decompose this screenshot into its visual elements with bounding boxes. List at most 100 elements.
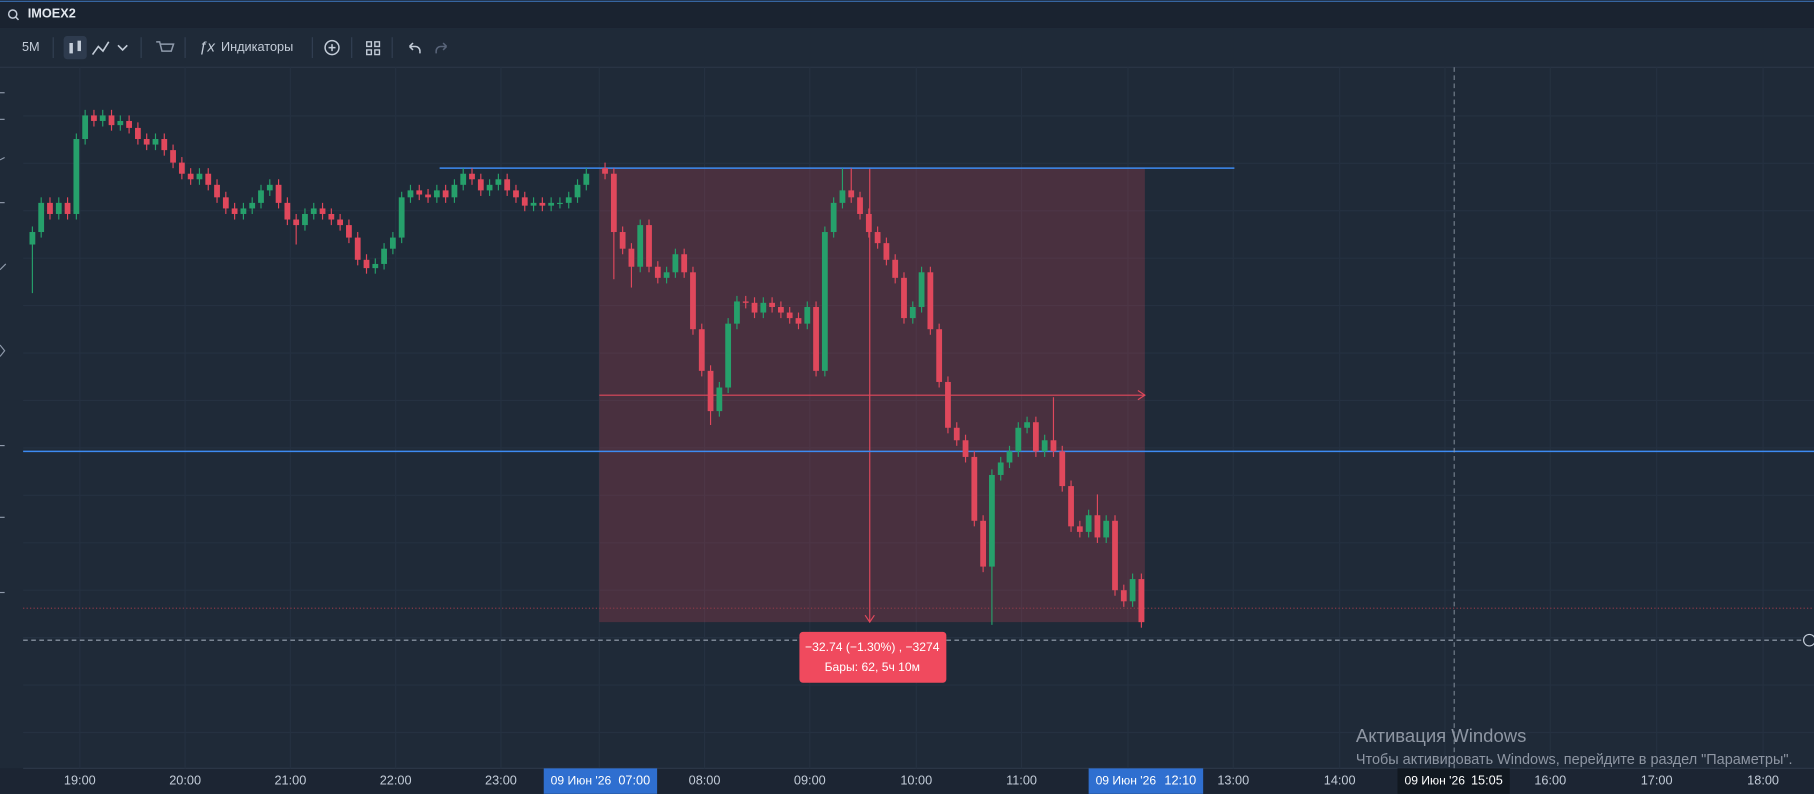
candle-body [442, 190, 449, 198]
time-label: 10:00 [900, 772, 932, 787]
candle-body [126, 120, 133, 128]
time-tag-date: 09 Июн '26 [551, 773, 612, 787]
candle-body [346, 225, 352, 238]
candle-body [161, 139, 168, 151]
interval-button[interactable]: 5M [22, 39, 40, 54]
candle-body [152, 139, 159, 145]
toolbar [0, 29, 1814, 68]
candle-body [619, 232, 626, 249]
candle-body [477, 179, 484, 191]
candle-body [1024, 422, 1030, 428]
candle-body [178, 162, 185, 174]
area-chart-button[interactable] [91, 41, 110, 56]
cart-button[interactable] [156, 41, 175, 52]
candle-body [848, 190, 855, 198]
candle-body [143, 139, 150, 145]
candle-body [82, 115, 89, 140]
candle-body [319, 208, 326, 214]
candle-body [381, 248, 387, 264]
watermark-title: Активация Windows [1356, 725, 1527, 746]
candle-body [821, 232, 828, 371]
tool-icon[interactable] [0, 263, 7, 271]
candle-body [795, 318, 802, 324]
candle-body [521, 197, 528, 206]
candle-body [310, 208, 317, 214]
undo-button[interactable] [409, 42, 421, 54]
candle-body [1129, 579, 1136, 602]
time-tag-time: 15:05 [1471, 772, 1503, 787]
candle-body [398, 197, 405, 238]
candle-body [293, 219, 300, 226]
candle-body [460, 173, 467, 185]
candle-body [936, 329, 943, 382]
tooltip-bars: Бары: 62, 5ч 10м [825, 660, 920, 674]
watermark-text: Чтобы активировать Windows, перейдите в … [1356, 752, 1793, 768]
candle-body [266, 184, 273, 191]
candle-body [813, 306, 819, 371]
redo-button[interactable] [435, 42, 448, 54]
candle-body [716, 387, 723, 412]
candle-body [830, 202, 837, 233]
candle-body [469, 173, 475, 180]
search-icon[interactable] [7, 9, 18, 19]
candle-body [980, 520, 987, 567]
candle-body [646, 225, 652, 267]
candle-body [654, 266, 661, 278]
candles-button[interactable] [63, 36, 87, 60]
candle-body [725, 323, 732, 388]
candle-body [769, 302, 775, 307]
candle-body [865, 213, 872, 233]
candle-body [681, 254, 688, 273]
layout-button[interactable] [366, 41, 381, 56]
time-label: 17:00 [1641, 772, 1673, 787]
candle-body [425, 194, 431, 198]
candle-body [628, 248, 635, 267]
candle-body [971, 456, 978, 521]
tool-icon[interactable] [0, 157, 5, 161]
time-label: 08:00 [689, 772, 721, 787]
time-label: 11:00 [1006, 772, 1037, 787]
candle-body [372, 263, 379, 269]
candle-body [170, 150, 176, 163]
candle-body [1032, 422, 1039, 452]
indicators-button[interactable]: Индикаторы [221, 39, 293, 54]
candle-body [742, 301, 749, 303]
add-button[interactable] [324, 39, 340, 56]
chart-type-dropdown[interactable] [117, 44, 128, 52]
candle-body [583, 173, 590, 185]
time-label: 21:00 [274, 772, 306, 787]
candle-body [258, 190, 264, 203]
candle-body [504, 179, 511, 191]
candle-body [1085, 515, 1092, 532]
candle-body [214, 184, 220, 198]
candle-body [363, 259, 370, 269]
candle-body [231, 208, 238, 214]
candle-body [135, 127, 141, 140]
crosshair-add-button[interactable] [1803, 633, 1814, 647]
candle-body [513, 190, 519, 198]
candle-body [1094, 515, 1101, 538]
candle-body [284, 202, 291, 220]
symbol[interactable]: IMOEX2 [28, 5, 76, 20]
candle-body [1041, 440, 1048, 452]
time-tag [543, 768, 658, 794]
candle-body [778, 306, 784, 313]
add-icon [328, 44, 336, 52]
candle-body [610, 173, 617, 233]
candle-body [883, 243, 890, 260]
time-label: 09:00 [794, 772, 826, 787]
candle-body [1015, 427, 1022, 452]
time-label: 16:00 [1534, 772, 1566, 787]
candle-body [249, 202, 256, 209]
candle-body [433, 190, 440, 198]
time-label: 20:00 [169, 772, 201, 787]
time-label: 14:00 [1324, 772, 1356, 787]
candle-body [962, 440, 969, 457]
candle-body [117, 120, 124, 126]
candle-body [451, 184, 458, 198]
candle-body [1068, 486, 1074, 527]
measure-tooltip: −32.74 (−1.30%) , −3274 Бары: 62, 5ч 10м [799, 631, 947, 683]
candle-body [565, 197, 572, 203]
tool-icon[interactable] [0, 344, 6, 357]
candle-body [486, 184, 493, 191]
